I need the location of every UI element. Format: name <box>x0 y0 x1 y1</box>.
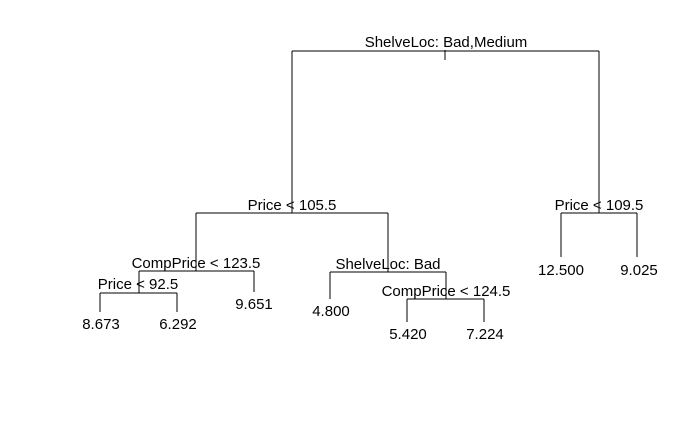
split-label-right: Price < 109.5 <box>555 197 644 214</box>
split-label-left: Price < 105.5 <box>248 197 337 214</box>
leaf-value: 7.224 <box>466 326 504 343</box>
split-label-left-left: CompPrice < 123.5 <box>132 255 261 272</box>
tree-branches <box>99 50 638 322</box>
leaf-value: 9.025 <box>620 262 658 279</box>
leaf-labels: 8.673 6.292 9.651 4.800 5.420 7.224 12.5… <box>82 262 658 343</box>
leaf-value: 4.800 <box>312 303 350 320</box>
leaf-value: 6.292 <box>159 316 197 333</box>
leaf-value: 12.500 <box>538 262 584 279</box>
leaf-value: 5.420 <box>389 326 427 343</box>
split-label-left-right: ShelveLoc: Bad <box>335 256 440 273</box>
split-label-root: ShelveLoc: Bad,Medium <box>365 34 528 51</box>
split-labels: ShelveLoc: Bad,Medium Price < 105.5 Pric… <box>98 34 644 300</box>
split-label-left-left-left: Price < 92.5 <box>98 276 178 293</box>
leaf-value: 8.673 <box>82 316 120 333</box>
split-label-left-right-right: CompPrice < 124.5 <box>382 283 511 300</box>
leaf-value: 9.651 <box>235 296 273 313</box>
